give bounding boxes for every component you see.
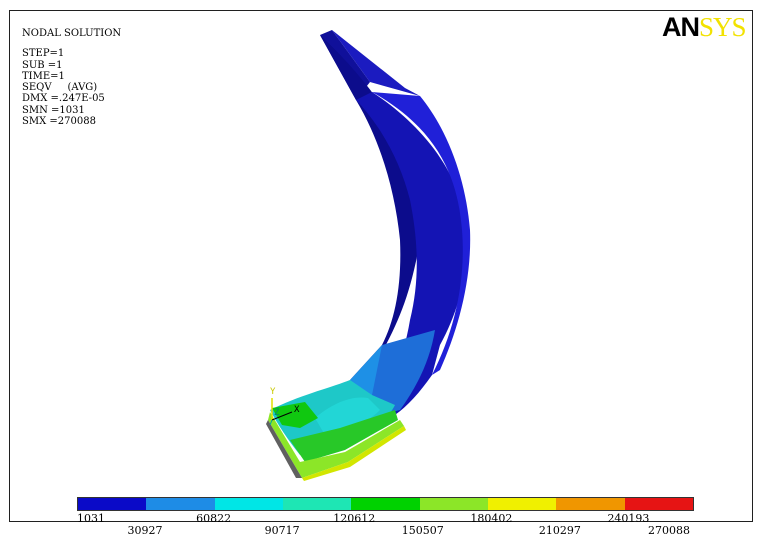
triad-y-label: Y xyxy=(270,387,276,397)
legend-color-3 xyxy=(282,498,352,510)
info-result-type: SEQV (AVG) xyxy=(22,82,98,94)
legend-label-0: 1031 xyxy=(77,512,105,525)
solution-info-panel: NODAL SOLUTION STEP=1 SUB =1 TIME=1 SEQV… xyxy=(22,28,121,127)
legend-label-1: 30927 xyxy=(127,524,163,537)
model-bottom-edge xyxy=(268,412,404,478)
model-green-bottom xyxy=(290,410,398,462)
info-dmx: DMX =.247E-05 xyxy=(22,93,105,105)
legend-color-8 xyxy=(624,498,693,510)
info-smn: SMN =1031 xyxy=(22,104,85,116)
model-green-patch xyxy=(272,402,318,428)
triad-z-label: Z xyxy=(274,408,280,418)
legend-color-6 xyxy=(487,498,557,510)
legend-label-5: 150507 xyxy=(401,524,444,537)
legend-label-4: 120612 xyxy=(333,512,376,525)
info-time: TIME=1 xyxy=(22,70,65,82)
model-top-cap xyxy=(332,30,420,96)
graphics-window xyxy=(9,10,753,522)
legend-color-2 xyxy=(214,498,283,510)
info-step: STEP=1 xyxy=(22,48,65,60)
model-lower-cyan xyxy=(315,397,380,435)
triad-x-label: X xyxy=(294,405,300,415)
legend-label-8: 240193 xyxy=(607,512,650,525)
model-bottom-rim xyxy=(302,426,406,481)
legend-color-0 xyxy=(78,498,147,510)
legend-label-7: 210297 xyxy=(538,524,581,537)
model-bottom-dark-edge xyxy=(266,420,302,478)
legend-color-1 xyxy=(146,498,215,510)
legend-color-5 xyxy=(419,498,488,510)
legend-label-3: 90717 xyxy=(264,524,300,537)
model-outer-edge xyxy=(372,92,471,375)
model-outer-band xyxy=(356,92,467,418)
model-mid-region xyxy=(360,330,435,420)
legend-color-4 xyxy=(351,498,420,510)
legend-label-9: 270088 xyxy=(648,524,690,537)
ansys-logo: ANSYS xyxy=(662,12,747,42)
info-smx: SMX =270088 xyxy=(22,116,96,128)
model-inner-flank xyxy=(320,35,422,380)
info-sub: SUB =1 xyxy=(22,59,63,71)
legend-color-7 xyxy=(556,498,625,510)
coordinate-triad: Y Z X xyxy=(269,387,300,426)
contour-legend-bar xyxy=(77,497,694,511)
solution-title: NODAL SOLUTION xyxy=(22,28,122,39)
legend-label-6: 180402 xyxy=(470,512,513,525)
legend-label-2: 60822 xyxy=(196,512,232,525)
